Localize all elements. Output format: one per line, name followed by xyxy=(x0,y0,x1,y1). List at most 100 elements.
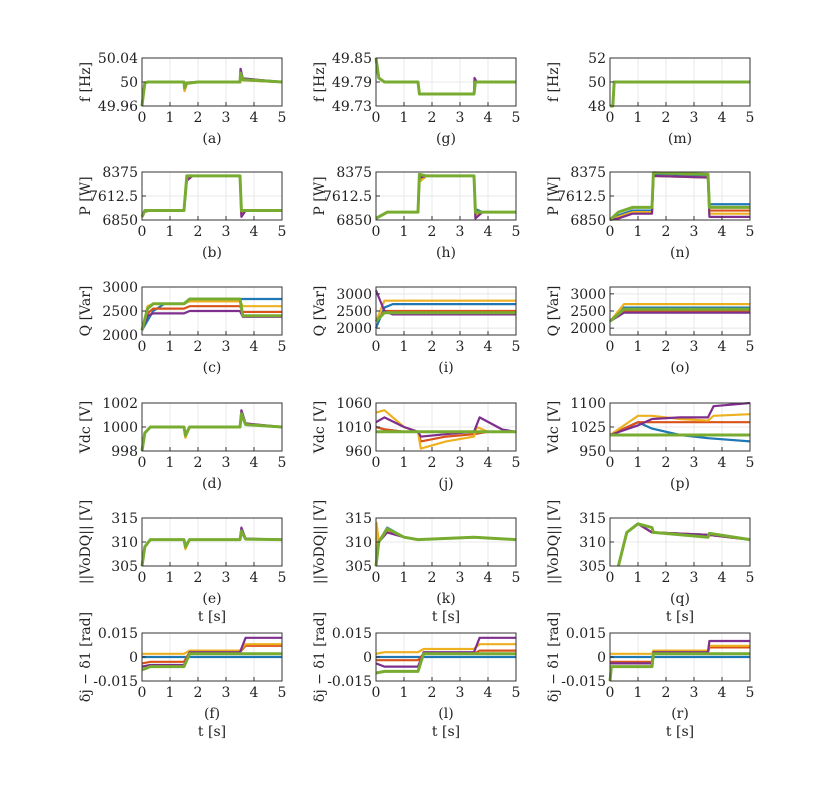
xlabel-k: t [s] xyxy=(432,609,460,625)
ytick-label-e-2: 305 xyxy=(111,559,138,575)
series-m-3 xyxy=(610,80,750,108)
xtick-label-g-3: 3 xyxy=(456,110,465,126)
ylabel-q: ||VoDQ|| [V] xyxy=(546,500,562,584)
xtick-label-m-4: 4 xyxy=(718,110,727,126)
xtick-label-d-2: 2 xyxy=(194,455,203,471)
xtick-label-o-4: 4 xyxy=(718,339,727,355)
series-g-5 xyxy=(374,57,516,96)
ytick-label-f-0: 0.015 xyxy=(98,626,138,642)
panel-label-o: (o) xyxy=(670,360,689,376)
ylabel-b: P [W] xyxy=(78,176,94,215)
xtick-label-f-0: 0 xyxy=(138,685,147,701)
ytick-label-n-1: 7612.5 xyxy=(557,189,606,205)
series-h-5 xyxy=(375,172,516,220)
panel-label-g: (g) xyxy=(436,131,456,147)
ytick-label-e-0: 315 xyxy=(111,511,138,527)
panel-label-d: (d) xyxy=(202,476,222,492)
xtick-label-l-3: 3 xyxy=(456,685,465,701)
series-e-1 xyxy=(140,528,283,567)
xtick-label-e-2: 2 xyxy=(194,570,203,586)
series-g-2 xyxy=(374,57,516,96)
series-i-3 xyxy=(374,299,516,322)
ytick-label-g-1: 49.79 xyxy=(332,75,372,91)
ytick-label-j-2: 960 xyxy=(345,444,372,460)
series-r-3 xyxy=(610,644,750,655)
xtick-label-p-3: 3 xyxy=(690,455,699,471)
xtick-label-q-3: 3 xyxy=(690,570,699,586)
xtick-label-h-2: 2 xyxy=(428,224,437,240)
series-q-5 xyxy=(616,522,751,567)
xtick-label-j-3: 3 xyxy=(456,455,465,471)
ytick-label-r-2: -0.015 xyxy=(561,674,606,690)
xtick-label-d-3: 3 xyxy=(222,455,231,471)
xtick-label-f-4: 4 xyxy=(250,685,259,701)
series-e-5 xyxy=(140,529,283,567)
xtick-label-k-3: 3 xyxy=(456,570,465,586)
series-i-1 xyxy=(374,303,516,329)
xtick-label-i-0: 0 xyxy=(372,339,381,355)
panel-h: 0 1 2 3 4 5 8375 7612.5 6850 P [W] (h) xyxy=(312,165,520,261)
panel-e: 0 1 2 3 4 5 315 310 305 ||VoDQ|| [V] (e) t [s] xyxy=(78,500,286,625)
xtick-label-f-2: 2 xyxy=(194,685,203,701)
ylabel-g: f [Hz] xyxy=(312,62,328,102)
xtick-label-k-1: 1 xyxy=(400,570,409,586)
ytick-label-g-0: 49.85 xyxy=(332,51,372,67)
xtick-label-l-0: 0 xyxy=(372,685,381,701)
series-a-4 xyxy=(140,67,283,107)
ytick-label-q-1: 310 xyxy=(579,535,606,551)
panel-j: 0 1 2 3 4 5 1060 1010 960 Vdc [V] (j) xyxy=(312,396,520,492)
xtick-label-c-2: 2 xyxy=(194,339,203,355)
ylabel-r: δj − δ1 [rad] xyxy=(546,612,562,702)
ytick-label-d-1: 1000 xyxy=(102,420,138,436)
xtick-label-q-5: 5 xyxy=(746,570,755,586)
xtick-label-r-0: 0 xyxy=(606,685,615,701)
xtick-label-r-5: 5 xyxy=(746,685,755,701)
xtick-label-m-3: 3 xyxy=(690,110,699,126)
series-i-4 xyxy=(374,290,516,316)
series-p-2 xyxy=(609,421,750,437)
panel-m: 0 1 2 3 4 5 52 50 48 f [Hz] (m) xyxy=(546,51,754,147)
series-m-1 xyxy=(610,80,750,108)
xtick-label-m-1: 1 xyxy=(634,110,643,126)
xtick-label-o-3: 3 xyxy=(690,339,699,355)
series-c-5 xyxy=(140,297,282,331)
ytick-label-m-1: 50 xyxy=(588,75,606,91)
series-k-3 xyxy=(374,521,517,567)
ytick-label-q-0: 315 xyxy=(579,511,606,527)
ytick-label-a-0: 50.04 xyxy=(98,51,138,67)
series-l-5 xyxy=(375,652,516,675)
series-d-3 xyxy=(140,413,283,452)
ytick-label-d-0: 1002 xyxy=(102,396,138,412)
ytick-label-k-0: 315 xyxy=(345,511,372,527)
series-n-5 xyxy=(608,171,750,222)
xtick-label-j-5: 5 xyxy=(512,455,521,471)
xtick-label-b-1: 1 xyxy=(166,224,175,240)
ytick-label-p-2: 950 xyxy=(579,444,606,460)
series-m-5 xyxy=(610,80,750,108)
xtick-label-n-5: 5 xyxy=(746,224,755,240)
series-b-5 xyxy=(140,174,282,218)
xlabel-q: t [s] xyxy=(666,609,694,625)
xtick-label-f-5: 5 xyxy=(278,685,287,701)
panel-label-e: (e) xyxy=(202,591,221,607)
series-o-5 xyxy=(609,307,750,323)
series-l-4 xyxy=(375,636,516,668)
series-p-4 xyxy=(609,401,751,437)
xtick-label-n-0: 0 xyxy=(606,224,615,240)
series-g-1 xyxy=(374,57,516,96)
xtick-label-q-4: 4 xyxy=(718,570,727,586)
series-m-4 xyxy=(610,80,750,108)
xtick-label-i-1: 1 xyxy=(400,339,409,355)
xtick-label-p-5: 5 xyxy=(746,455,755,471)
xtick-label-a-0: 0 xyxy=(138,110,147,126)
ytick-label-a-2: 49.96 xyxy=(98,99,138,115)
xtick-label-h-3: 3 xyxy=(456,224,465,240)
series-i-5 xyxy=(374,311,516,323)
ytick-label-i-2: 2000 xyxy=(336,321,372,337)
series-e-2 xyxy=(140,531,283,567)
panel-n: 0 1 2 3 4 5 8375 7612.5 6850 P [W] (n) xyxy=(546,165,754,261)
ytick-label-a-1: 50 xyxy=(120,75,138,91)
